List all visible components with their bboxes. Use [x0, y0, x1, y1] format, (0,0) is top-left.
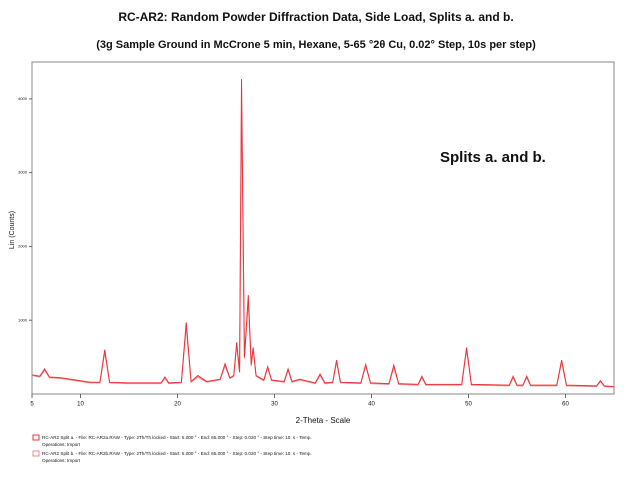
chart-title: RC-AR2: Random Powder Diffraction Data, … [118, 10, 513, 24]
x-tick-label: 60 [562, 402, 569, 408]
legend-swatch [32, 450, 40, 457]
data-line [31, 102, 615, 388]
legend-label: RC-AR2 Split a. - File: RC-AR2a.RAW - Ty… [42, 435, 312, 440]
plot-frame [31, 61, 615, 395]
legend-swatch [32, 434, 40, 441]
x-tick-label: 5 [30, 402, 34, 408]
x-tick-label: 10 [77, 402, 84, 408]
y-tick-label: 2000 [18, 244, 28, 249]
data-line [31, 78, 615, 388]
legend-note: Operations: Import [42, 458, 81, 463]
annotation: Splits a. and b. [440, 149, 546, 166]
x-tick-label: 20 [174, 402, 181, 408]
x-tick-label: 50 [465, 402, 472, 408]
chart-subtitle: (3g Sample Ground in McCrone 5 min, Hexa… [96, 39, 536, 51]
legend-label: RC-AR2 Split b. - File: RC-AR2b.RAW - Ty… [42, 451, 312, 456]
y-axis-label: Lin (Counts) [9, 211, 16, 249]
y-tick-label: 1000 [18, 317, 28, 322]
y-tick-label: 4000 [18, 96, 28, 101]
x-tick-label: 30 [271, 402, 278, 408]
x-tick-label: 40 [368, 402, 375, 408]
y-tick-label: 3000 [18, 170, 28, 175]
legend-note: Operations: Import [42, 442, 81, 447]
x-axis-label: 2-Theta - Scale [296, 416, 351, 425]
